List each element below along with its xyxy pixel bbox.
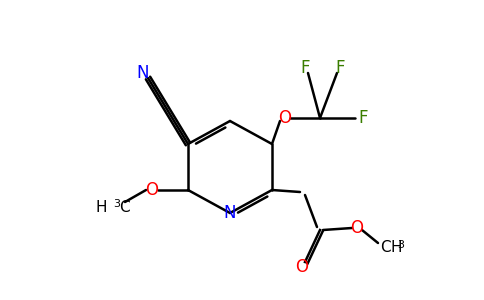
Text: 3: 3 (113, 199, 120, 209)
Text: 3: 3 (397, 240, 404, 250)
Text: O: O (146, 181, 158, 199)
Text: F: F (300, 59, 310, 77)
Text: O: O (278, 109, 291, 127)
Text: H: H (95, 200, 107, 214)
Text: C: C (119, 200, 130, 214)
Text: C: C (380, 241, 391, 256)
Text: F: F (358, 109, 368, 127)
Text: O: O (296, 258, 308, 276)
Text: F: F (335, 59, 345, 77)
Text: N: N (137, 64, 149, 82)
Text: O: O (350, 219, 363, 237)
Text: H: H (390, 241, 402, 256)
Text: N: N (224, 204, 236, 222)
